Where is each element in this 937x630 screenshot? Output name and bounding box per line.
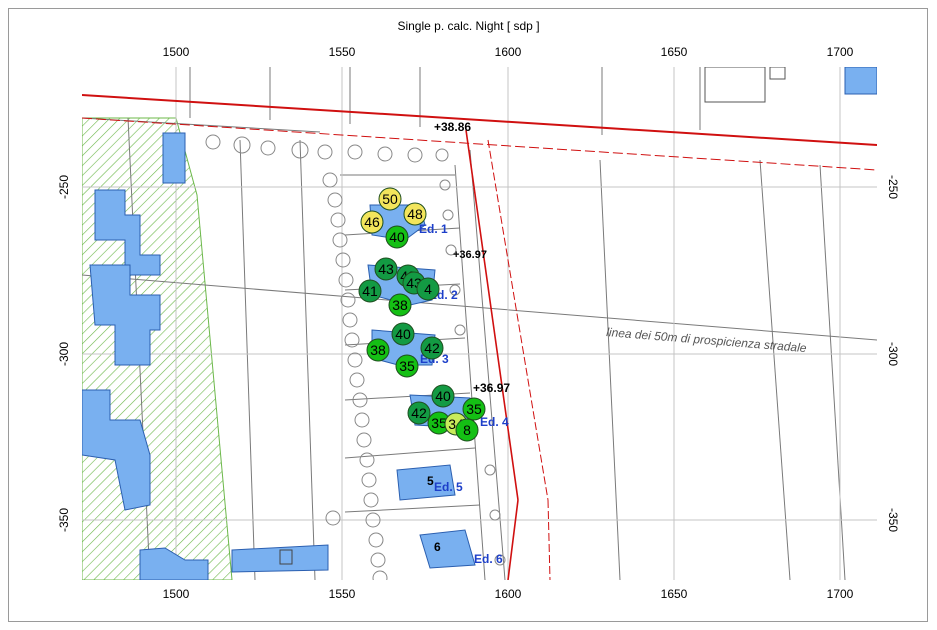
receiver-point: 50 [378,187,402,211]
x-tick-bottom-1700: 1700 [826,587,854,601]
y-tick-left-250: -250 [57,174,71,200]
elevation-label-3: +36.97 [473,381,510,395]
building-name-ed4: Ed. 4 [480,415,509,429]
receiver-value: 41 [362,283,378,299]
x-tick-top-1700: 1700 [826,45,854,59]
x-tick-bottom-1650: 1650 [660,587,688,601]
receiver-circle [462,397,486,421]
road-lines [82,94,877,580]
receiver-circle [403,202,427,226]
receiver-point: 46 [360,210,384,234]
receiver-value: 8 [463,422,471,438]
receiver-circle [455,418,479,442]
receiver-value: 38 [370,342,386,358]
receiver-value: 46 [364,214,380,230]
receiver-point: 42 [420,336,444,360]
buildings-left [82,132,329,580]
receiver-circle [385,225,409,249]
receiver-point: 40 [391,322,415,346]
receiver-circle [366,338,390,362]
receiver-value: 4 [424,281,432,297]
receiver-value: 42 [424,340,440,356]
building-number-6: 6 [434,540,441,554]
map-grid [82,67,877,580]
receiver-value: 35 [399,358,415,374]
cadastral-lines [82,67,877,580]
receiver-circle [388,293,412,317]
elevation-label-2: +36.97 [453,249,487,261]
x-tick-bottom-1600: 1600 [494,587,522,601]
receiver-circle [378,187,402,211]
y-tick-left-300: -300 [57,341,71,367]
x-tick-bottom-1550: 1550 [328,587,356,601]
receiver-circle [407,401,431,425]
map-title: Single p. calc. Night [ sdp ] [397,19,540,33]
x-tick-top-1600: 1600 [494,45,522,59]
receiver-value: 35 [431,415,447,431]
receiver-value: 43 [378,261,394,277]
x-tick-bottom-1500: 1500 [162,587,190,601]
receiver-circle [374,257,398,281]
elevation-label-1: +38.86 [434,120,471,134]
map-canvas[interactable]: linea dei 50m di prospicienza stradale +… [82,67,877,580]
receiver-value: 42 [411,405,427,421]
receiver-point: 40 [431,384,455,408]
receiver-point: 35 [395,354,419,378]
receiver-circle [420,336,444,360]
receiver-point: 43 [374,257,398,281]
receiver-value: 50 [382,191,398,207]
receiver-value: 40 [389,229,405,245]
y-tick-left-350: -350 [57,507,71,533]
y-tick-right-300: -300 [886,341,900,367]
receiver-point: 4 [416,277,440,301]
noise-receivers: 50464840434343414384038423540423535348 [358,187,486,442]
tree-circles [205,134,506,580]
outline-buildings-top [704,67,877,103]
x-tick-top-1650: 1650 [660,45,688,59]
receiver-value: 38 [392,297,408,313]
receiver-point: 48 [403,202,427,226]
receiver-circle [431,384,455,408]
building-number-5: 5 [427,474,434,488]
building-name-ed6: Ed. 6 [474,552,503,566]
receiver-circle [358,279,382,303]
receiver-point: 42 [407,401,431,425]
receiver-circle [360,210,384,234]
y-tick-right-350: -350 [886,507,900,533]
receiver-point: 40 [385,225,409,249]
receiver-point: 38 [388,293,412,317]
y-tick-right-250: -250 [886,174,900,200]
receiver-value: 40 [435,388,451,404]
receiver-point: 35 [462,397,486,421]
building-name-ed5: Ed. 5 [434,480,463,494]
receiver-circle [391,322,415,346]
building-name-ed1: Ed. 1 [419,222,448,236]
receiver-point: 8 [455,418,479,442]
receiver-value: 40 [395,326,411,342]
receiver-circle [416,277,440,301]
receiver-point: 41 [358,279,382,303]
receiver-circle [395,354,419,378]
receiver-point: 38 [366,338,390,362]
receiver-value: 48 [407,206,423,222]
receiver-point: 35 [427,411,451,435]
x-tick-top-1550: 1550 [328,45,356,59]
receiver-value: 35 [466,401,482,417]
x-tick-top-1500: 1500 [162,45,190,59]
